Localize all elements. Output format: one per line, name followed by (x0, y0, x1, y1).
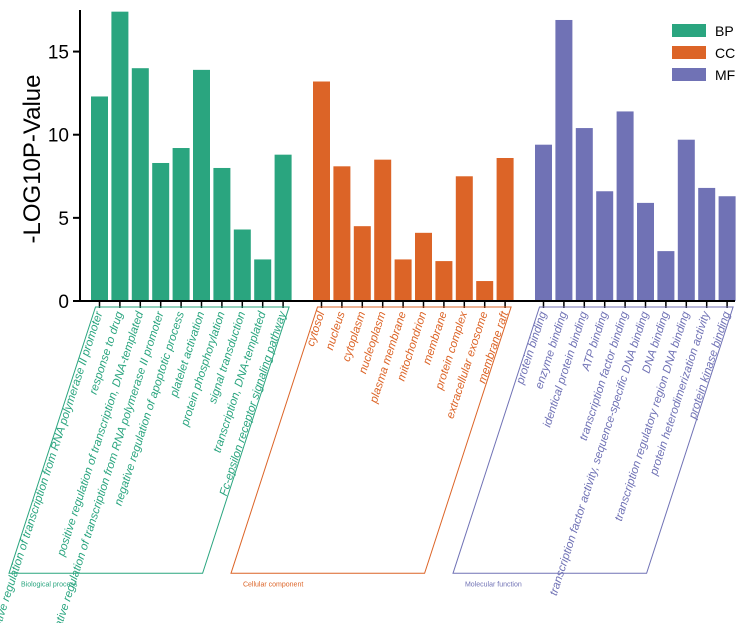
y-tick-label: 0 (58, 292, 69, 313)
bar-bp (111, 11, 129, 302)
bar-bp (131, 68, 149, 301)
legend-swatch-cc (672, 46, 706, 59)
legend: BP CC MF (672, 23, 735, 83)
bar-cc (435, 261, 453, 301)
bar-mf (535, 144, 552, 301)
legend-label-bp: BP (715, 23, 734, 39)
bar-mf (616, 111, 634, 301)
bar-mf (718, 196, 736, 301)
bar-bp (91, 96, 108, 302)
group-bracket-mf (452, 306, 734, 574)
bar-cc (374, 159, 392, 301)
bar-bp (213, 167, 231, 301)
bar-cc (353, 226, 371, 301)
category-labels: positive regulation of transcription fro… (0, 309, 733, 623)
y-tick-label: 5 (58, 209, 69, 230)
bar-bp (233, 229, 251, 301)
bar-cc (394, 259, 412, 301)
bar-mf (698, 187, 716, 301)
legend-label-mf: MF (715, 67, 735, 83)
bar-bp (274, 154, 292, 301)
group-label-bp: Biological process (21, 581, 78, 588)
legend-swatch-mf (672, 68, 706, 81)
bar-mf (677, 139, 695, 301)
bar-cc (455, 176, 473, 301)
y-axis: 0 5 10 15 (48, 10, 81, 313)
bar-mf (555, 19, 573, 301)
bar-cc (313, 81, 330, 301)
bar-mf (575, 128, 593, 301)
group-brackets: Biological process Cellular component Mole… (8, 306, 734, 588)
bar-cc (496, 157, 514, 301)
bars (91, 11, 736, 302)
group-bracket-bp (8, 306, 290, 574)
bar-mf (637, 202, 654, 301)
category-label: positive regulation of transcription, DN… (55, 310, 146, 559)
bar-bp (152, 162, 170, 301)
y-tick-label: 10 (48, 126, 69, 147)
y-tick-label: 15 (48, 43, 69, 64)
y-axis-label: -LOG10P-Value (19, 75, 46, 244)
legend-swatch-bp (672, 24, 706, 37)
bar-bp (193, 69, 210, 301)
bar-mf (657, 251, 675, 301)
bar-cc (476, 281, 494, 301)
bar-bp (254, 259, 272, 301)
bar-mf (596, 191, 614, 301)
group-label-cc: Cellular component (243, 581, 303, 588)
group-label-mf: Molecular function (465, 581, 522, 588)
bar-bp (172, 148, 190, 301)
group-bracket-cc (230, 306, 512, 574)
bar-cc (333, 166, 351, 301)
legend-label-cc: CC (715, 45, 735, 61)
category-label: cytosol (305, 310, 328, 348)
bar-cc (415, 232, 432, 301)
category-label: nucleus (324, 310, 348, 352)
